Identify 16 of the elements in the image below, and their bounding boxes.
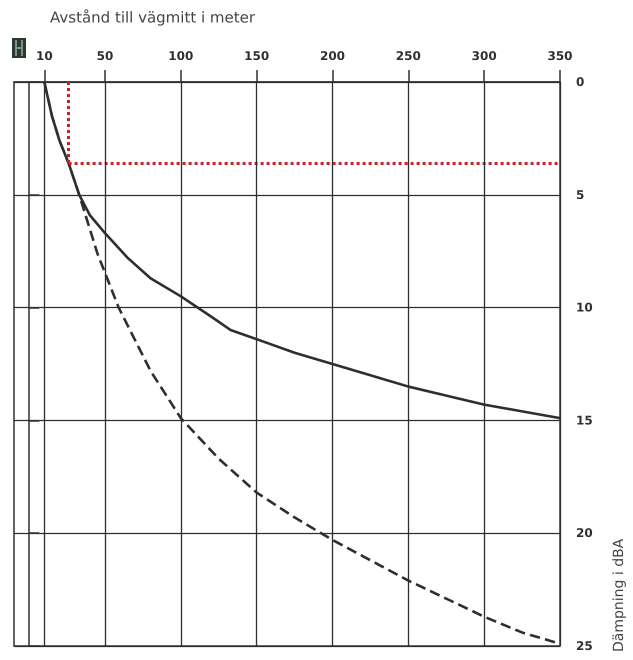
y-tick-label: 5 bbox=[576, 188, 584, 202]
x-tick-label: 150 bbox=[244, 49, 270, 63]
x-tick-label: 100 bbox=[168, 49, 194, 63]
y-tick-label: 20 bbox=[576, 526, 593, 540]
x-axis-title: Avstånd till vägmitt i meter bbox=[50, 8, 256, 26]
y-tick-label: 25 bbox=[576, 639, 593, 653]
x-tick-label: 10 bbox=[36, 49, 53, 63]
y-axis-title: Dämpning i dBA bbox=[611, 538, 627, 652]
y-tick-label: 0 bbox=[576, 75, 584, 89]
x-tick-label: 50 bbox=[96, 49, 114, 63]
x-tick-label: 300 bbox=[472, 49, 497, 63]
y-tick-label: 15 bbox=[576, 413, 593, 428]
x-tick-label: 250 bbox=[396, 49, 421, 63]
x-tick-label: 200 bbox=[320, 49, 346, 63]
y-tick-label: 10 bbox=[576, 300, 593, 315]
x-tick-label: 350 bbox=[547, 49, 573, 63]
